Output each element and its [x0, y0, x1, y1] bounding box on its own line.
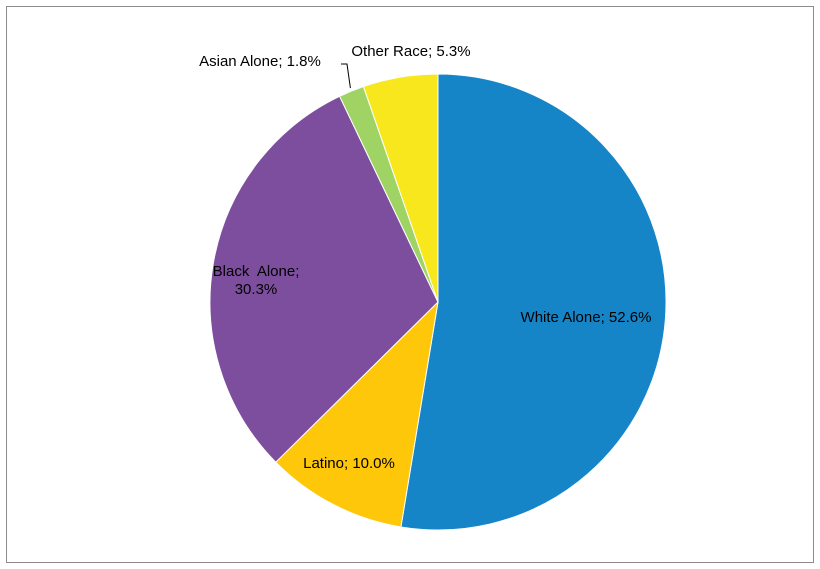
slice-label-white-alone: White Alone; 52.6% [521, 309, 652, 326]
leader-lines-layer [341, 63, 351, 89]
pie-slice-white-alone [400, 73, 667, 531]
slice-label-latino: Latino; 10.0% [303, 455, 395, 472]
pie-slice-black-alone [209, 95, 439, 463]
slice-label-other-race: Other Race; 5.3% [351, 43, 470, 60]
leader-line-asian-alone [341, 63, 351, 89]
slice-label-asian-alone: Asian Alone; 1.8% [199, 53, 321, 70]
labels-layer: White Alone; 52.6% Latino; 10.0% Black Alo… [199, 43, 651, 472]
slice-label-black-alone: Black Alone; 30.3% [213, 263, 300, 298]
pie-slice-other-race [362, 73, 439, 303]
slices-layer [209, 73, 667, 531]
pie-slice-latino [275, 300, 439, 528]
